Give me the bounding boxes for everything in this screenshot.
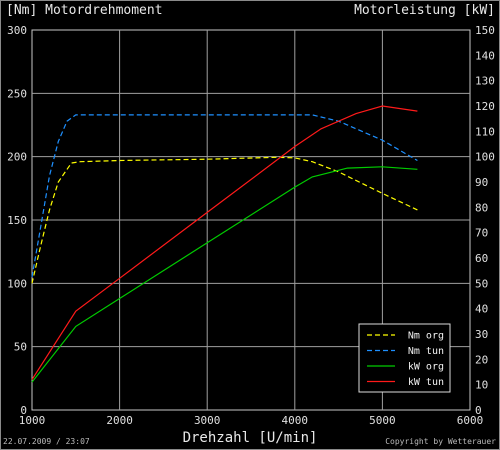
y-left-tick-label: 150 (7, 214, 27, 227)
x-tick-label: 5000 (369, 414, 396, 427)
y-right-tick-label: 50 (475, 277, 488, 290)
series-line-nm-tun (31, 114, 418, 278)
legend-label: Nm tun (408, 346, 444, 357)
x-tick-label: 4000 (282, 414, 309, 427)
y-right-tick-label: 100 (475, 151, 495, 164)
right-axis-title: Motorleistung [kW] (354, 3, 495, 18)
legend-label: Nm org (408, 331, 444, 342)
y-right-tick-label: 20 (475, 353, 488, 366)
y-right-tick-label: 90 (475, 176, 488, 189)
y-right-tick-label: 110 (475, 125, 495, 138)
y-right-tick-label: 0 (475, 404, 482, 417)
y-left-tick-label: 0 (20, 404, 27, 417)
x-tick-label: 2000 (106, 414, 133, 427)
left-axis-title: [Nm] Motordrehmoment (6, 3, 163, 18)
y-right-tick-label: 40 (475, 303, 488, 316)
y-right-tick-label: 120 (475, 100, 495, 113)
y-left-tick-label: 200 (7, 151, 27, 164)
legend-label: kW tun (408, 377, 444, 388)
legend-label: kW org (408, 362, 444, 373)
y-left-tick-label: 100 (7, 277, 27, 290)
y-right-tick-label: 70 (475, 227, 488, 240)
x-tick-label: 6000 (457, 414, 484, 427)
y-left-tick-label: 300 (7, 24, 27, 37)
y-left-tick-label: 250 (7, 87, 27, 100)
y-right-tick-label: 60 (475, 252, 488, 265)
y-right-tick-label: 140 (475, 49, 495, 62)
y-left-tick-label: 50 (14, 341, 27, 354)
y-right-tick-label: 130 (475, 75, 495, 88)
copyright-footer: Copyright by Wetterauer (385, 437, 496, 446)
x-axis-title: Drehzahl [U/min] (182, 430, 318, 446)
y-right-tick-label: 150 (475, 24, 495, 37)
y-right-tick-label: 10 (475, 379, 488, 392)
x-tick-label: 3000 (194, 414, 221, 427)
legend-box (358, 323, 451, 393)
timestamp-footer: 22.07.2009 / 23:07 (3, 437, 90, 446)
x-tick-label: 1000 (19, 414, 46, 427)
series-line-nm-org (31, 156, 418, 284)
series-line-kw-org (31, 166, 418, 383)
y-right-tick-label: 80 (475, 201, 488, 214)
y-right-tick-label: 30 (475, 328, 488, 341)
series-line-kw-tun (31, 105, 418, 380)
